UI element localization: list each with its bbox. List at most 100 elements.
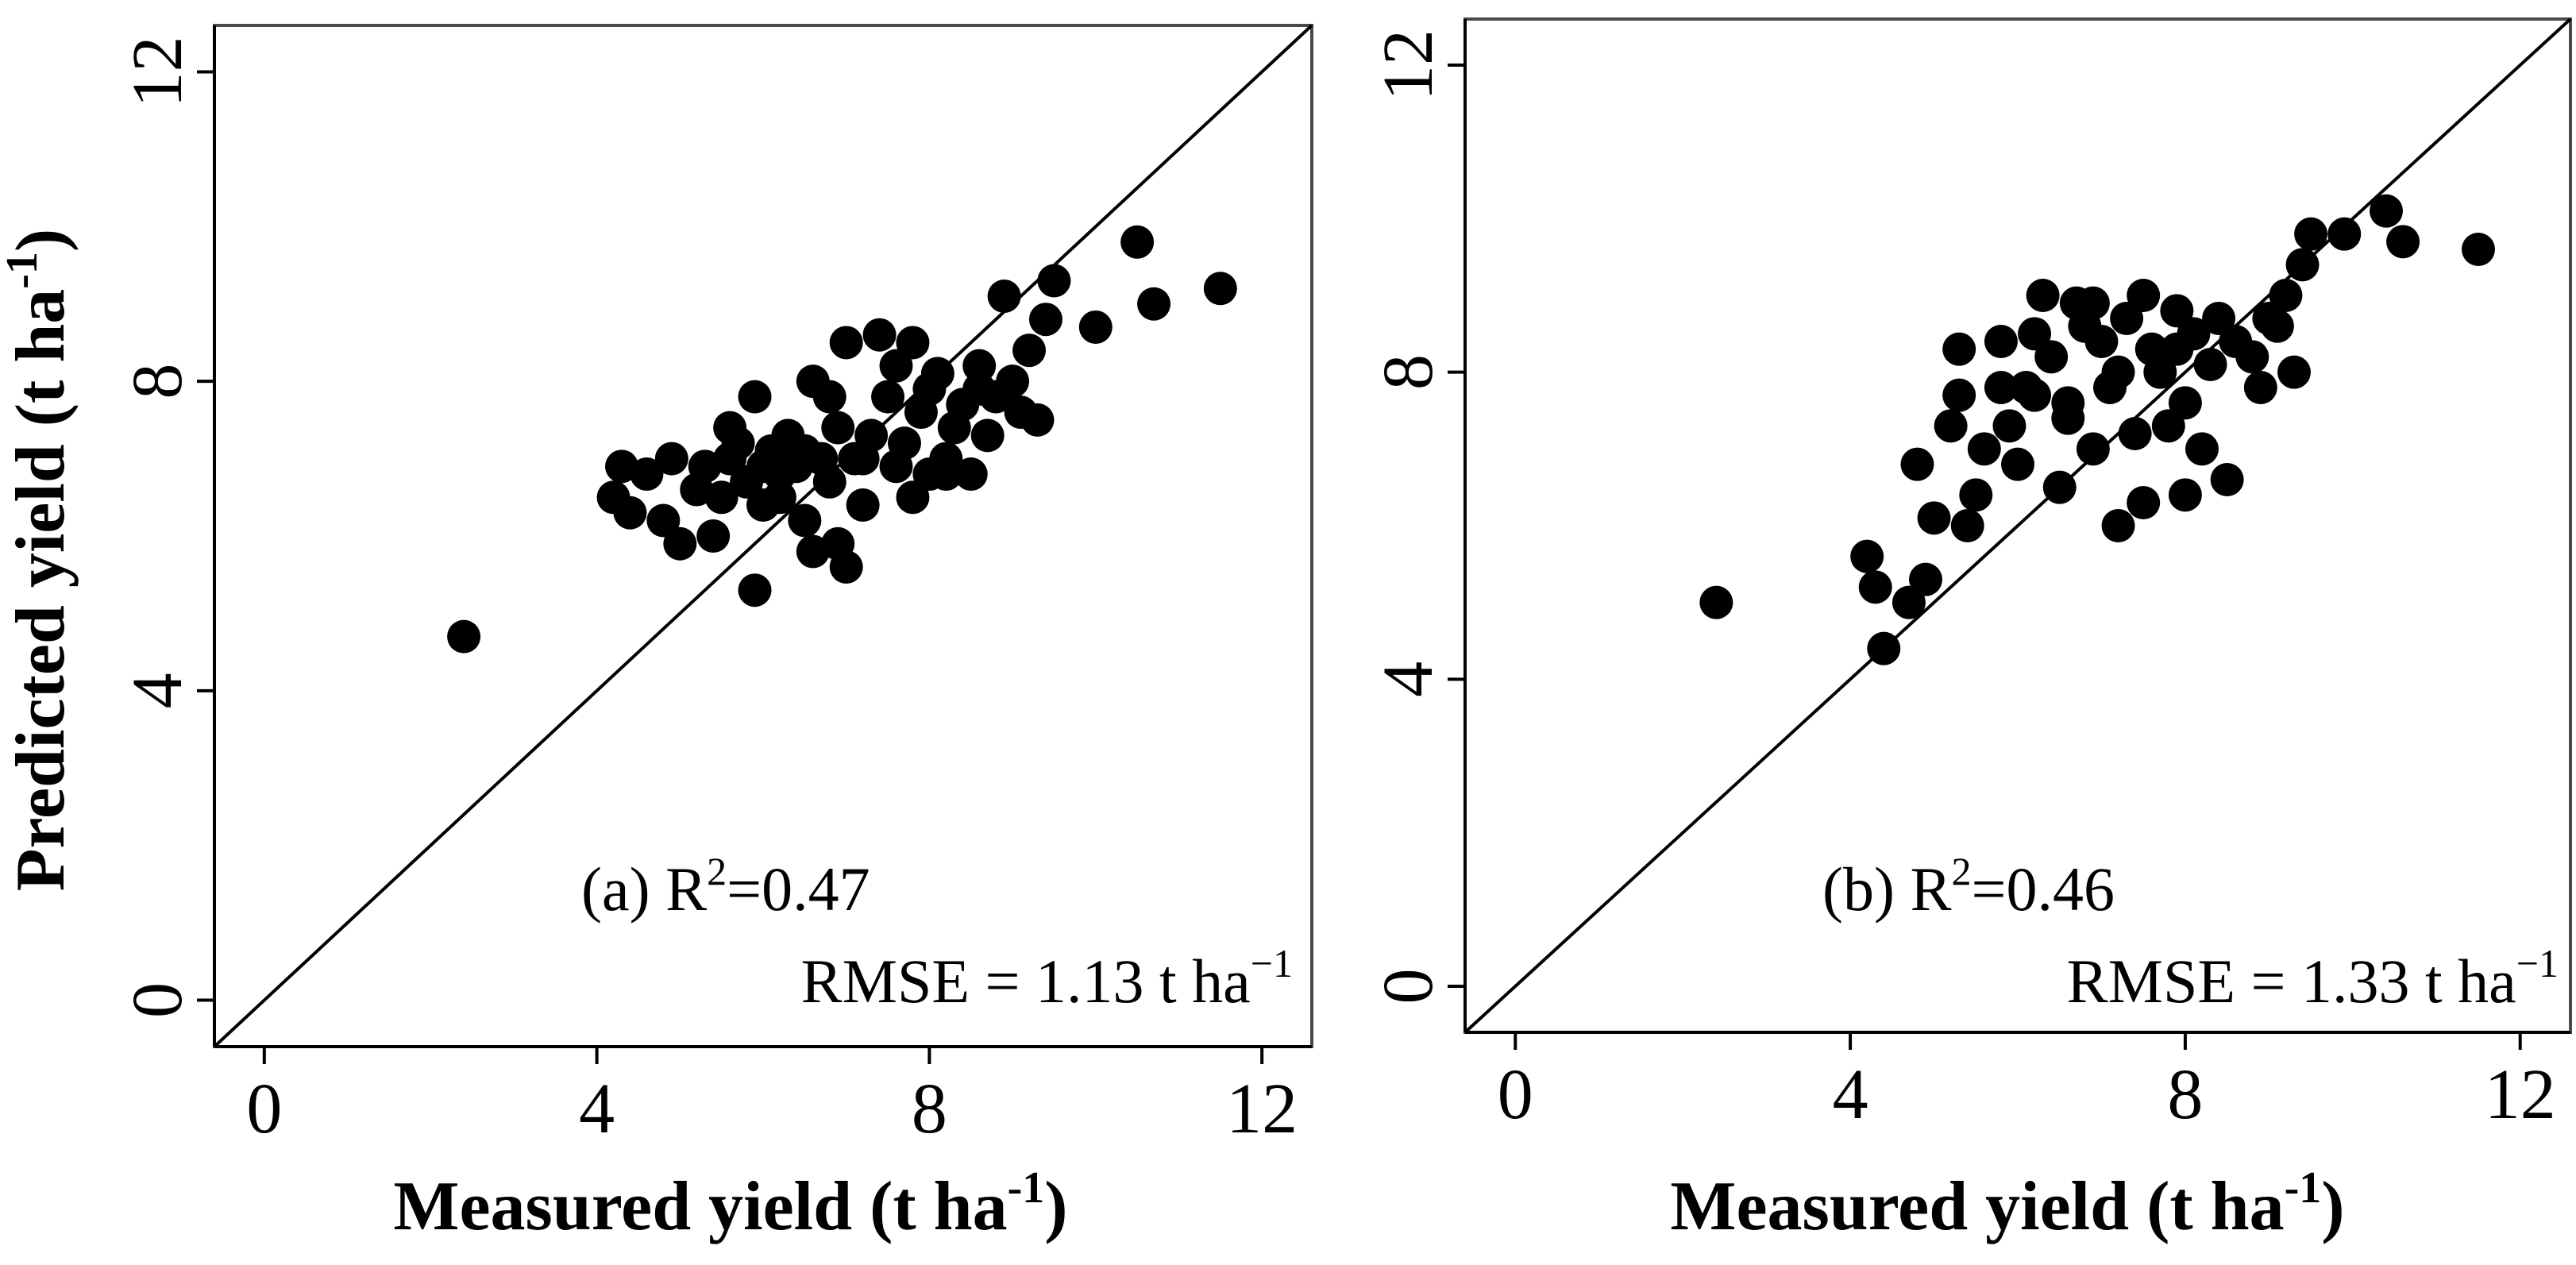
panel-a-data-point xyxy=(962,372,997,406)
panel-b-data-point xyxy=(2462,233,2495,266)
panel-a: 0 4 8 12 0 4 8 12 (a) R2=0.47 RMSE = 1.13 t ha−… xyxy=(0,24,1313,1245)
panel-a-data-point xyxy=(829,326,863,360)
panel-b-data-point xyxy=(1934,409,1968,443)
panel-b-x-axis-title: Measured yield (t ha-1) xyxy=(1670,1163,2344,1245)
panel-a-r2-annotation: (a) R2=0.47 xyxy=(581,849,870,924)
panel-a-ticks: 0 4 8 12 0 4 8 12 xyxy=(118,36,1298,1148)
panel-b-data-point xyxy=(2185,432,2219,466)
panel-b-data-point xyxy=(2160,332,2194,366)
panel-a-x-axis-title: Measured yield (t ha-1) xyxy=(393,1163,1067,1245)
panel-a-data-point xyxy=(846,488,880,523)
panel-a-x-tick-label: 8 xyxy=(912,1070,947,1148)
panel-b-data-point xyxy=(2168,386,2202,420)
panel-b-data-point xyxy=(1892,585,1926,619)
panel-a-y-tick-label: 12 xyxy=(118,36,197,107)
panel-b-data-point xyxy=(2051,386,2085,420)
panel-a-data-point xyxy=(447,619,481,654)
panel-b-data-point xyxy=(2018,317,2052,351)
panel-b-data-point xyxy=(2193,348,2227,381)
panel-b-data-point xyxy=(1909,562,1942,596)
panel-a-rmse-annotation: RMSE = 1.13 t ha−1 xyxy=(801,941,1293,1016)
panel-b-y-tick-label: 0 xyxy=(1369,969,1448,1005)
panel-b-data-point xyxy=(2370,194,2403,228)
panel-a-data-point xyxy=(962,349,997,383)
panel-a-data-point xyxy=(896,480,930,515)
panel-a-x-tick-label: 12 xyxy=(1226,1070,1298,1148)
panel-a-data-point xyxy=(771,434,805,468)
panel-a-x-tick-label: 4 xyxy=(579,1070,615,1148)
panel-b-x-tick-label: 4 xyxy=(1833,1055,1868,1134)
panel-a-y-tick-label: 8 xyxy=(118,364,197,399)
panel-a-data-point xyxy=(1078,310,1113,344)
panel-a-data-point xyxy=(654,442,688,476)
panel-b-data-point xyxy=(1850,539,1884,573)
panel-b-data-point xyxy=(2285,248,2320,282)
panel-a-data-point xyxy=(613,496,647,530)
panel-b-data-point xyxy=(2260,309,2294,343)
panel-a-data-point xyxy=(920,357,954,391)
panel-b-data-point xyxy=(1917,501,1951,535)
panel-b-data-point xyxy=(2294,217,2328,251)
panel-a-data-point xyxy=(871,380,905,414)
panel-a-data-point xyxy=(821,411,855,445)
panel-a-data-point xyxy=(1137,287,1171,321)
panel-a-y-axis-title: Predicted yield (t ha-1) xyxy=(0,229,79,891)
panel-b-data-point xyxy=(2101,509,2135,542)
panel-b-y-tick-label: 12 xyxy=(1369,29,1448,101)
panel-b-x-tick-label: 12 xyxy=(2485,1055,2556,1134)
panel-a-data-point xyxy=(788,503,822,538)
panel-b-data-point xyxy=(1950,509,1984,542)
panel-b-data-point xyxy=(2202,302,2236,335)
panel-a-data-point xyxy=(954,457,988,492)
panel-b-data-point xyxy=(2076,286,2110,320)
panel-b-data-point xyxy=(2110,302,2144,335)
panel-a-data-point xyxy=(696,519,731,553)
panel-b-data-point xyxy=(2084,325,2119,358)
panel-a-data-point xyxy=(738,380,772,414)
panel-a-x-tick-label: 0 xyxy=(246,1070,282,1148)
panel-b-data-point xyxy=(2243,371,2277,404)
panel-b-data-point xyxy=(1984,325,2018,358)
panel-b-data-point xyxy=(2026,279,2060,312)
panel-a-data-points xyxy=(447,225,1237,654)
panel-b-data-point xyxy=(2001,447,2034,481)
panel-a-data-point xyxy=(896,326,930,360)
panel-b-data-point xyxy=(2101,355,2135,389)
panel-b: 0 4 8 12 0 4 8 12 (b) R2=0.46 RMSE = 1.33 t ha−… xyxy=(1369,17,2572,1245)
panel-a-data-point xyxy=(1120,225,1155,259)
panel-b-ticks: 0 4 8 12 0 4 8 12 xyxy=(1369,29,2556,1134)
panel-b-data-point xyxy=(2127,486,2161,519)
panel-a-data-point xyxy=(630,457,664,492)
panel-b-data-point xyxy=(2127,279,2161,312)
panel-b-data-points xyxy=(1699,194,2495,665)
panel-b-y-tick-label: 4 xyxy=(1369,661,1448,697)
panel-a-data-point xyxy=(996,364,1030,399)
panel-b-data-point xyxy=(1942,378,1976,412)
panel-b-data-point xyxy=(2235,340,2269,374)
panel-b-data-point xyxy=(2118,417,2152,450)
panel-b-data-point xyxy=(1967,432,2001,466)
panel-a-data-point xyxy=(646,503,681,538)
panel-b-data-point xyxy=(2168,478,2202,512)
panel-b-x-tick-label: 0 xyxy=(1498,1055,1533,1134)
panel-a-data-point xyxy=(1028,303,1062,337)
panel-a-data-point xyxy=(846,442,880,476)
panel-b-data-point xyxy=(1942,332,1976,366)
panel-b-r2-annotation: (b) R2=0.46 xyxy=(1822,849,2115,924)
panel-b-rmse-annotation: RMSE = 1.33 t ha−1 xyxy=(2067,941,2559,1016)
panel-b-data-point xyxy=(1992,409,2026,443)
panel-b-data-point xyxy=(2269,279,2303,312)
panel-b-data-point xyxy=(2386,225,2420,259)
panel-a-data-point xyxy=(862,318,897,352)
panel-b-data-point xyxy=(1984,371,2018,404)
panel-b-data-point xyxy=(2143,355,2177,389)
panel-a-data-point xyxy=(704,480,738,515)
panel-b-data-point xyxy=(1867,631,1901,665)
panel-a-data-point xyxy=(1020,403,1055,437)
panel-a-data-point xyxy=(929,457,963,492)
panel-b-data-point xyxy=(2076,432,2110,466)
panel-a-data-point xyxy=(1037,264,1071,298)
panel-b-data-point xyxy=(1699,585,1733,619)
panel-b-data-point xyxy=(2042,470,2077,504)
